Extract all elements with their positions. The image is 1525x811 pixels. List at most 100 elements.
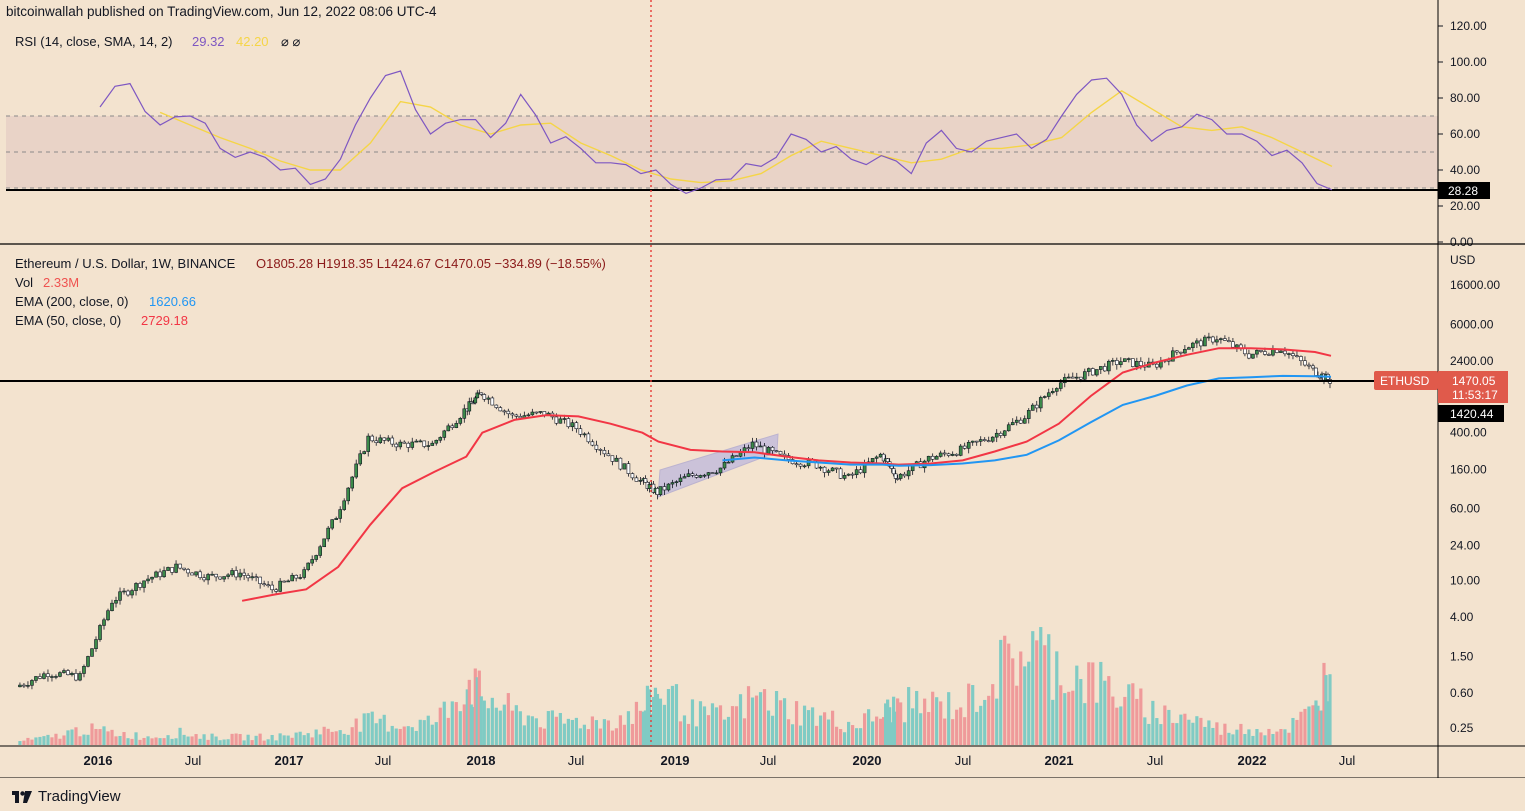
volume-bar [1067,691,1071,745]
candle-up [210,573,214,576]
candle-down [1199,340,1203,347]
volume-bar [738,694,743,745]
volume-bar [951,719,955,745]
candle-up [1014,419,1019,423]
candle-up [934,456,939,460]
volume-bar [218,740,222,745]
candles [18,332,1332,690]
volume-bar [899,702,903,745]
price-axis-label: 16000.00 [1450,278,1500,292]
volume-bar [566,718,570,745]
candle-up [54,676,58,678]
candle-up [398,441,403,448]
volume-bar [1326,701,1330,745]
candle-up [830,467,835,472]
candle-down [774,450,779,452]
candle-up [162,570,166,578]
volume-bar [418,719,422,745]
volume-bar [987,695,991,745]
volume-bar [1055,651,1059,745]
candle-up [350,476,355,489]
price-panel [0,332,1438,745]
candle-up [442,430,447,438]
volume-bar [538,727,542,745]
tradingview-logo[interactable]: TradingView [12,788,121,805]
candle-down [170,567,174,573]
volume-bar [1047,634,1051,745]
candle-down [494,404,499,408]
candle-up [658,486,663,495]
candle-down [1070,376,1075,379]
candle-up [318,546,322,556]
volume-bar [514,705,518,745]
candle-down [1307,364,1311,367]
volume-bar [641,711,646,745]
volume-bar [935,697,939,745]
volume-bar [1155,718,1159,745]
volume-bar [486,708,490,745]
volume-bar [554,716,558,745]
candle-down [270,584,274,591]
candle-down [850,473,855,476]
candle-up [1187,347,1191,350]
volume-bar [919,713,923,745]
rsi-axis-label: 120.00 [1450,19,1487,33]
candle-down [586,433,591,443]
volume-bar [1103,680,1107,745]
volume-bar [643,710,648,745]
volume-bar [534,718,538,745]
volume-bar [790,724,795,745]
volume-bar [1267,728,1271,745]
candle-down [893,473,898,479]
volume-bar [382,714,386,745]
candle-up [758,445,763,448]
candle-up [1006,424,1011,432]
candle-up [870,458,875,463]
candle-up [467,401,472,412]
volume-bar [278,733,282,745]
candle-down [186,569,190,574]
volume-bar [798,725,803,745]
volume-bar [542,728,546,745]
volume-bar [242,740,246,745]
volume-bar [578,728,582,745]
volume-bar [838,729,843,745]
volume-bar [1255,729,1259,745]
volume-bar [302,735,306,745]
candle-up [90,648,94,657]
candle-down [643,478,648,483]
candle-down [1227,340,1231,343]
candle-down [74,673,78,681]
volume-bar [166,735,170,745]
candle-up [678,477,683,482]
volume-bar [890,722,894,745]
candle-down [1314,367,1318,376]
volume-bar [1275,731,1279,745]
candle-down [1247,353,1251,359]
candle-down [626,463,631,474]
candle-up [142,580,146,588]
candle-down [510,413,515,416]
candle-up [1086,368,1091,372]
volume-bar [851,725,855,745]
candle-up [1255,350,1259,355]
candle-down [138,583,142,588]
price-axis-label: 24.00 [1450,538,1480,552]
ema50-line [241,347,1332,602]
candle-up [166,567,170,571]
candle-down [1311,365,1315,369]
volume-bars [18,627,1332,745]
candle-up [1107,360,1111,372]
candle-down [566,418,571,428]
volume-bar [710,703,715,745]
candle-up [78,673,82,681]
volume-bar [502,704,506,745]
candle-up [98,625,102,640]
volume-bar [892,696,896,745]
volume-bar [78,736,82,745]
volume-bar [354,718,358,745]
volume-bar [70,729,74,745]
candle-up [1054,388,1059,392]
candle-up [614,457,619,462]
volume-bar [1219,734,1223,745]
